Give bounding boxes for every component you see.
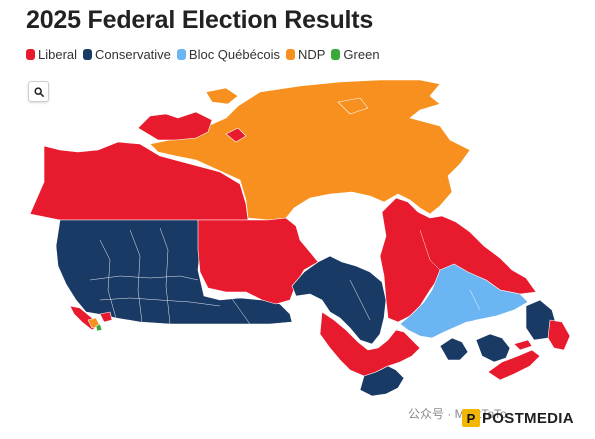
region-southern-ontario-liberal[interactable]	[319, 311, 421, 377]
region-newfoundland-east[interactable]	[547, 319, 571, 351]
postmedia-logo-icon: P	[462, 409, 480, 427]
legend-swatch-conservative	[83, 49, 93, 60]
brand-name: POSTMEDIA	[482, 409, 574, 427]
region-arctic-liberal-small[interactable]	[225, 127, 247, 143]
watermark-text: 公众号 · MeetToTo	[408, 407, 507, 421]
legend-item-ndp[interactable]: NDP	[285, 47, 326, 62]
region-bc-green[interactable]	[95, 323, 103, 332]
region-nunavut-arctic[interactable]	[149, 79, 471, 221]
hudson-bay	[296, 200, 388, 268]
region-lower-mainland[interactable]	[99, 311, 113, 323]
legend-item-green[interactable]: Green	[331, 47, 380, 62]
legend-item-conservative[interactable]: Conservative	[83, 47, 171, 62]
legend-label-liberal: Liberal	[38, 47, 78, 62]
region-western-conservative[interactable]	[55, 219, 293, 325]
legend: Liberal Conservative Bloc Québécois NDP …	[26, 47, 380, 62]
legend-item-bloc[interactable]: Bloc Québécois	[176, 47, 280, 62]
region-arctic-island-a[interactable]	[205, 87, 239, 105]
legend-swatch-bloc	[176, 49, 186, 60]
legend-swatch-green	[331, 49, 341, 60]
legend-item-liberal[interactable]: Liberal	[26, 47, 77, 62]
search-icon	[33, 86, 44, 97]
st-lawrence-estuary	[448, 314, 520, 336]
region-arctic-liberal-west[interactable]	[137, 111, 213, 141]
region-nova-scotia[interactable]	[487, 349, 541, 381]
region-northern-ontario-conservative[interactable]	[291, 255, 387, 345]
postmedia-brand[interactable]: P POSTMEDIA	[462, 409, 574, 427]
region-arctic-island-b[interactable]	[337, 97, 369, 115]
map-search-button[interactable]	[28, 81, 49, 102]
region-quebec-city-area[interactable]	[439, 337, 469, 361]
riding-boundaries	[89, 227, 481, 325]
legend-label-bloc: Bloc Québécois	[188, 47, 280, 62]
legend-swatch-ndp	[285, 49, 295, 60]
region-pei[interactable]	[513, 339, 533, 351]
map-title: 2025 Federal Election Results	[26, 6, 374, 34]
legend-swatch-liberal	[26, 49, 35, 60]
legend-label-ndp: NDP	[297, 47, 326, 62]
region-ontario-golden-horseshoe[interactable]	[359, 365, 405, 397]
legend-label-conservative: Conservative	[95, 47, 171, 62]
legend-label-green: Green	[343, 47, 380, 62]
region-new-brunswick[interactable]	[475, 333, 511, 363]
